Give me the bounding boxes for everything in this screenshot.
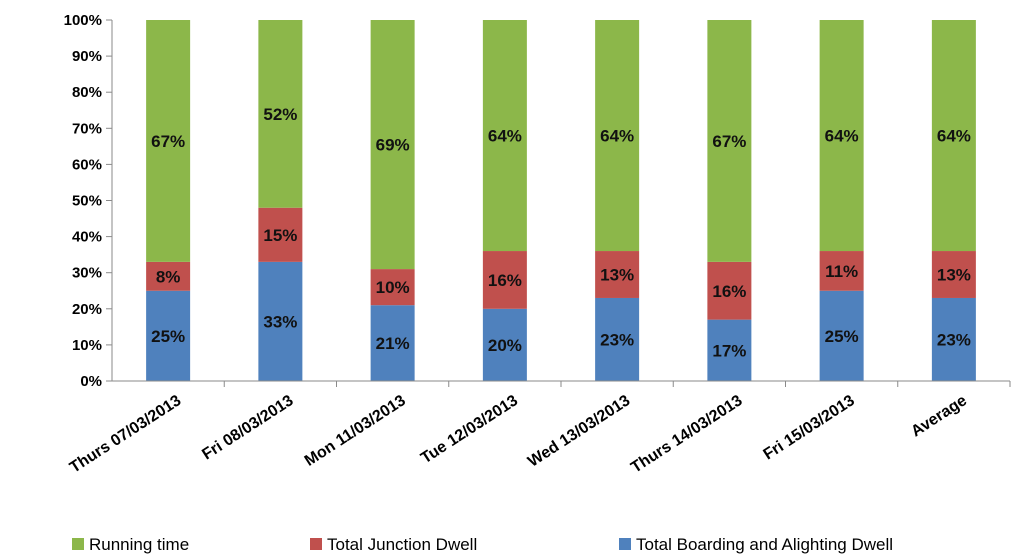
bar-stack: 33% 15% 52% [258, 20, 303, 381]
legend-item: Total Junction Dwell [310, 535, 477, 554]
bar-segment [819, 290, 864, 381]
bars: 25% 8% 67% 33% 15% 52% 21% 10% 69% 20% 16% 64% 23% 13… [146, 20, 976, 381]
legend-label: Total Junction Dwell [327, 535, 477, 554]
bar-segment [707, 319, 752, 381]
bar-segment [595, 251, 640, 298]
y-tick-label: 30% [72, 265, 102, 282]
y-tick-label: 20% [72, 301, 102, 318]
bar-segment [258, 20, 303, 208]
bar-segment [146, 290, 191, 381]
y-tick-label: 40% [72, 229, 102, 246]
bar-segment [707, 261, 752, 320]
data-label: 23% [600, 330, 634, 349]
data-label: 23% [937, 330, 971, 349]
data-label: 16% [712, 282, 746, 301]
bar-segment [258, 261, 303, 381]
y-tick-label: 50% [72, 193, 102, 210]
bar-stack: 21% 10% 69% [370, 20, 415, 381]
x-axis: Thurs 07/03/2013 Fri 08/03/2013 Mon 11/03/… [67, 380, 1011, 477]
data-label: 20% [488, 336, 522, 355]
data-label: 10% [376, 278, 410, 297]
legend-swatch [72, 538, 84, 550]
x-tick-label: Thurs 14/03/2013 [628, 392, 746, 477]
x-tick-label: Tue 12/03/2013 [418, 392, 521, 467]
legend-swatch [619, 538, 631, 550]
data-label: 64% [600, 127, 634, 146]
data-label: 21% [376, 334, 410, 353]
legend-label: Total Boarding and Alighting Dwell [636, 535, 893, 554]
data-label: 17% [712, 341, 746, 360]
data-label: 64% [825, 127, 859, 146]
legend: Running time Total Junction Dwell Total Bo… [72, 535, 893, 554]
data-label: 67% [151, 132, 185, 151]
data-label: 64% [937, 127, 971, 146]
data-label: 16% [488, 271, 522, 290]
bar-segment [819, 251, 864, 291]
bar-segment [258, 207, 303, 262]
legend-label: Running time [89, 535, 189, 554]
data-label: 15% [263, 226, 297, 245]
bar-segment [146, 20, 191, 262]
data-label: 69% [376, 136, 410, 155]
legend-item: Total Boarding and Alighting Dwell [619, 535, 893, 554]
data-label: 64% [488, 127, 522, 146]
y-axis: 0% 10% 20% 30% 40% 50% 60% 70% 80% 90% 100% [64, 12, 113, 390]
x-tick-label: Average [908, 392, 970, 440]
bar-stack: 20% 16% 64% [482, 20, 527, 381]
data-label: 8% [156, 267, 181, 286]
y-tick-label: 100% [64, 12, 102, 29]
y-tick-label: 80% [72, 84, 102, 101]
bar-segment [370, 269, 415, 306]
bar-segment [482, 20, 527, 252]
bar-segment [707, 20, 752, 262]
x-tick-label: Thurs 07/03/2013 [67, 392, 185, 477]
legend-item: Running time [72, 535, 189, 554]
data-label: 67% [712, 132, 746, 151]
y-tick-label: 90% [72, 48, 102, 65]
x-tick-label: Mon 11/03/2013 [302, 392, 409, 470]
bar-segment [595, 20, 640, 252]
data-label: 13% [600, 266, 634, 285]
bar-stack: 25% 8% 67% [146, 20, 191, 381]
bar-stack: 23% 13% 64% [595, 20, 640, 381]
bar-segment [819, 20, 864, 252]
y-tick-label: 70% [72, 120, 102, 137]
bar-stack: 23% 13% 64% [931, 20, 976, 381]
bar-segment [931, 297, 976, 381]
bar-segment [595, 297, 640, 381]
x-tick-label: Wed 13/03/2013 [525, 392, 633, 471]
data-label: 33% [263, 312, 297, 331]
bar-segment [931, 251, 976, 298]
legend-swatch [310, 538, 322, 550]
data-label: 25% [825, 327, 859, 346]
bar-segment [370, 20, 415, 270]
y-tick-label: 60% [72, 156, 102, 173]
bar-stack: 25% 11% 64% [819, 20, 864, 381]
x-tick-label: Fri 08/03/2013 [199, 392, 296, 463]
data-label: 52% [263, 105, 297, 124]
y-tick-label: 10% [72, 337, 102, 354]
y-tick-label: 0% [80, 373, 102, 390]
bar-segment [931, 20, 976, 252]
data-label: 25% [151, 327, 185, 346]
bar-segment [482, 308, 527, 381]
data-label: 11% [825, 262, 858, 281]
bar-segment [482, 251, 527, 309]
bar-segment [370, 305, 415, 381]
data-label: 13% [937, 266, 971, 285]
x-tick-label: Fri 15/03/2013 [761, 392, 858, 463]
bar-segment [146, 261, 191, 291]
bar-stack: 17% 16% 67% [707, 20, 752, 381]
